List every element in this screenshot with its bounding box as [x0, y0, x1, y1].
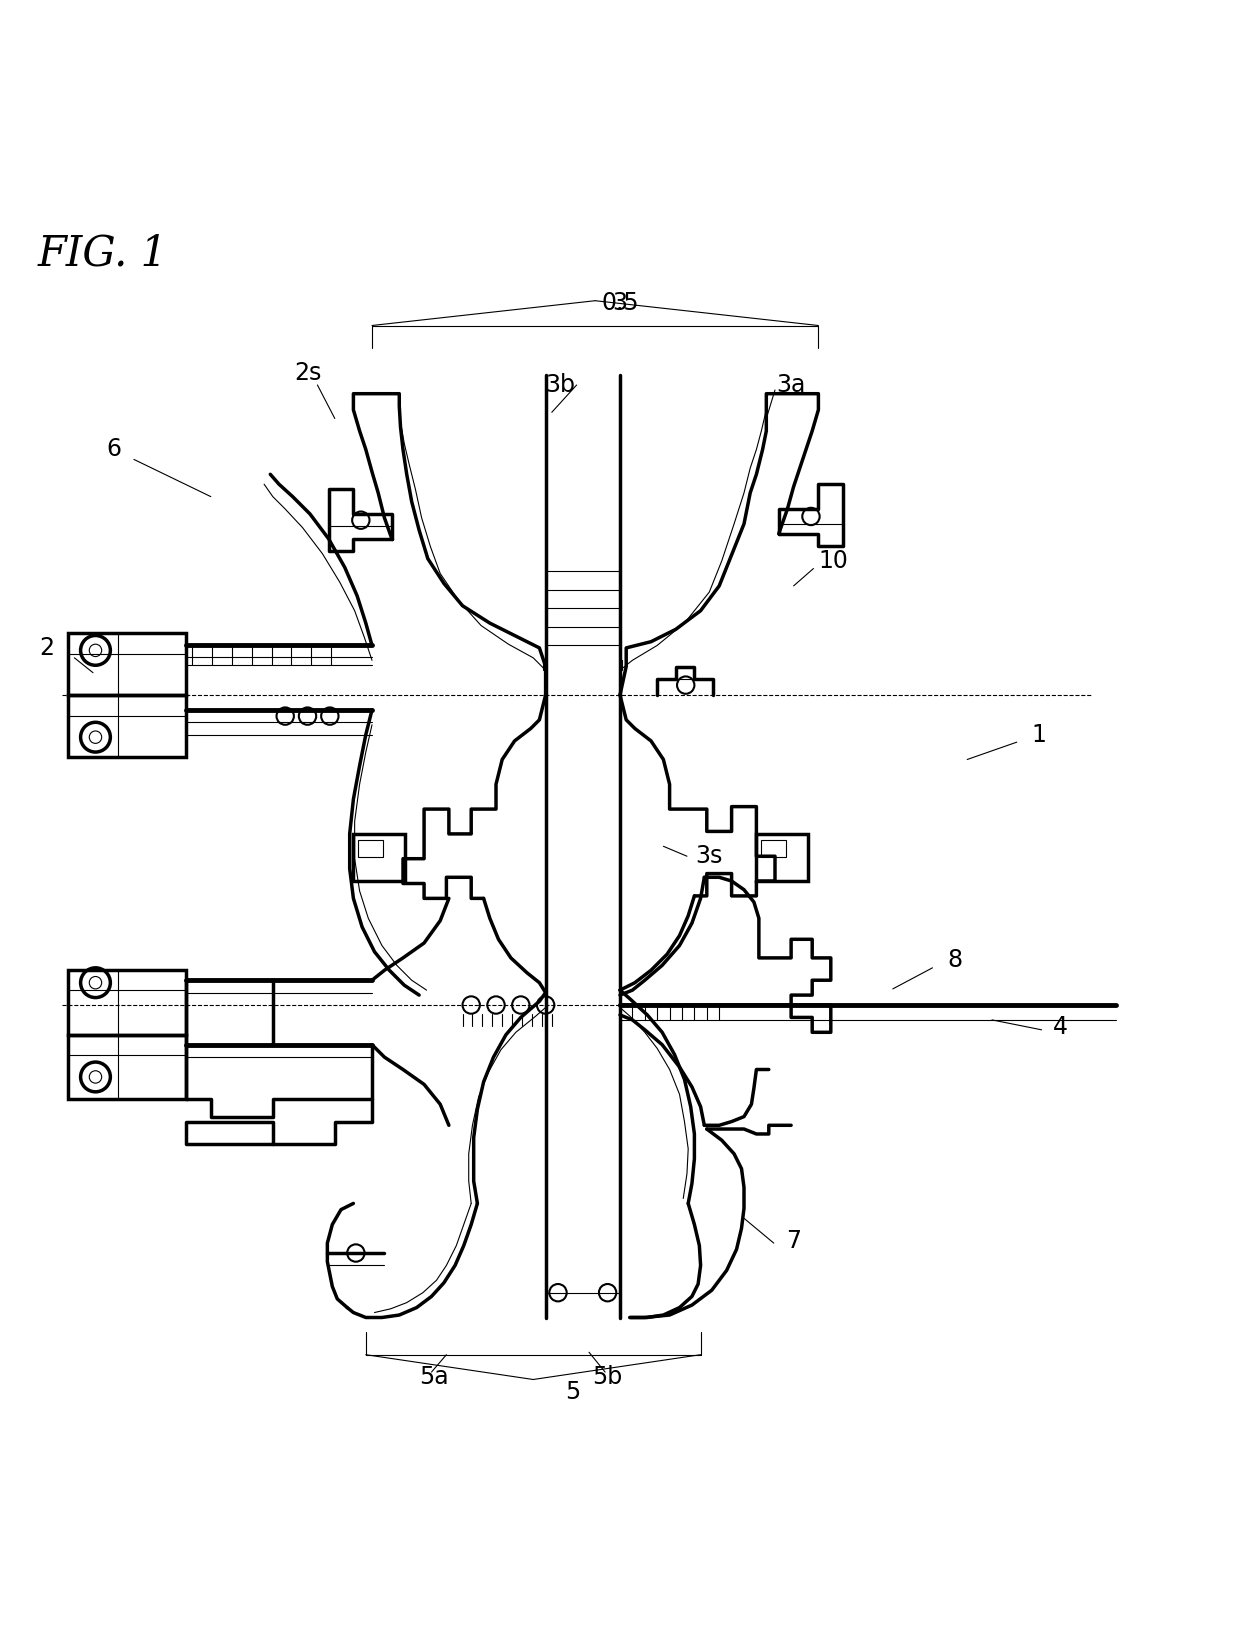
Text: 8: 8: [947, 948, 962, 973]
Bar: [68, 971, 186, 1035]
Text: 0.5: 0.5: [601, 291, 639, 315]
Text: 4: 4: [1053, 1015, 1068, 1040]
Bar: [68, 633, 186, 695]
Text: 1: 1: [1032, 723, 1047, 746]
Bar: [756, 835, 808, 881]
Text: 3: 3: [613, 291, 627, 315]
Bar: [68, 1035, 186, 1099]
Text: 5b: 5b: [593, 1365, 622, 1388]
Text: 5a: 5a: [419, 1365, 449, 1388]
Text: 2s: 2s: [294, 360, 321, 384]
Text: 10: 10: [818, 549, 848, 573]
Text: 5: 5: [565, 1380, 580, 1403]
Bar: [358, 840, 383, 858]
Text: 3b: 3b: [546, 373, 575, 398]
Text: 3a: 3a: [776, 373, 806, 398]
Text: FIG. 1: FIG. 1: [37, 233, 167, 274]
Text: 3s: 3s: [696, 845, 723, 868]
Text: 7: 7: [786, 1229, 801, 1252]
Text: 2: 2: [40, 636, 55, 660]
Bar: [761, 840, 786, 858]
Bar: [353, 835, 405, 881]
Bar: [68, 695, 186, 757]
Text: 6: 6: [107, 437, 122, 462]
